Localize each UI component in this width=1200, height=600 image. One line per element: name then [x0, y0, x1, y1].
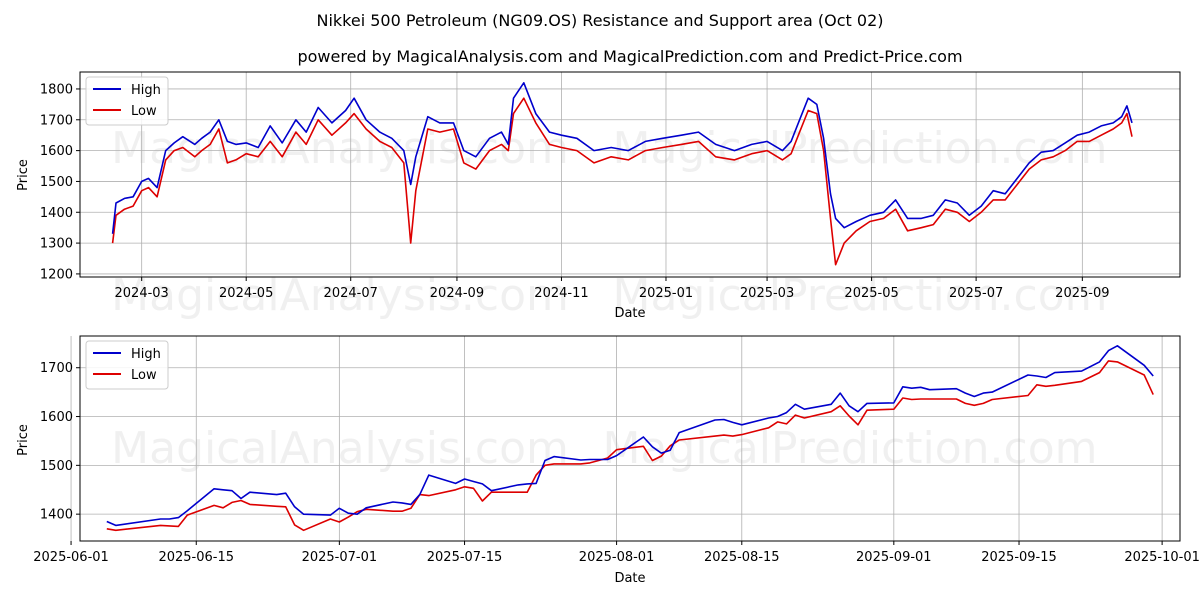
high-series-line	[111, 82, 1133, 234]
x-tick-label: 2025-07-01	[302, 550, 378, 565]
x-tick-label: 2024-05	[219, 286, 273, 301]
tick-labels-bottom: 1400 1500 1600 1700 2025-06-01 2025-06-15 2025…	[33, 361, 1200, 565]
high-series-line	[106, 344, 1154, 527]
x-tick-label: 2024-07	[324, 286, 378, 301]
x-tick-label: 2024-03	[115, 286, 169, 301]
y-tick-label: 1400	[40, 508, 73, 523]
x-tick-label: 2025-09	[1055, 286, 1109, 301]
x-tick-label: 2025-09-01	[856, 550, 932, 565]
x-tick-label: 2025-03	[740, 286, 794, 301]
x-axis-label-bottom: Date	[614, 571, 645, 586]
x-tick-label: 2024-11	[534, 286, 588, 301]
y-axis-label-bottom: Price	[16, 424, 31, 456]
series-lines-bottom	[106, 344, 1154, 532]
x-tick-label: 2025-08-01	[579, 550, 655, 565]
y-tick-label: 1800	[40, 82, 73, 97]
legend-low-label-bottom: Low	[131, 368, 157, 383]
watermark-text-6: MagicalPrediction.com	[603, 423, 1098, 474]
chart-subtitle: powered by MagicalAnalysis.com and Magic…	[297, 47, 962, 66]
x-tick-label: 2025-08-15	[704, 550, 780, 565]
bottom-chart-panel: MagicalAnalysis.com MagicalPrediction.co…	[16, 335, 1200, 586]
y-tick-label: 1500	[40, 175, 73, 190]
y-tick-label: 1500	[40, 459, 73, 474]
x-tick-label: 2024-09	[430, 286, 484, 301]
y-tick-label: 1300	[40, 237, 73, 252]
grid-bottom	[70, 336, 1180, 541]
x-tick-label: 2025-07-15	[427, 550, 503, 565]
top-chart-panel: MagicalAnalysis.com MagicalPrediction.co…	[16, 71, 1181, 321]
x-tick-label: 2025-05	[844, 286, 898, 301]
x-tick-label: 2025-06-01	[33, 550, 109, 565]
x-tick-label: 2025-07	[949, 286, 1003, 301]
grid-top	[80, 72, 1180, 277]
y-tick-label: 1200	[40, 267, 73, 282]
x-tick-label: 2025-09-15	[981, 550, 1057, 565]
watermark-text-3: MagicalAnalysis.com	[111, 270, 569, 321]
axes-frame-top	[79, 71, 1181, 278]
low-series-line	[106, 360, 1154, 532]
y-tick-label: 1400	[40, 206, 73, 221]
x-tick-label: 2025-06-15	[158, 550, 234, 565]
legend-bottom: High Low	[85, 340, 169, 390]
legend-low-label: Low	[131, 104, 157, 119]
axes-frame-bottom	[79, 335, 1181, 542]
watermark-bottom: MagicalAnalysis.com MagicalPrediction.co…	[111, 423, 1097, 474]
watermark-text-5: MagicalAnalysis.com	[111, 423, 569, 474]
y-tick-label: 1600	[40, 410, 73, 425]
y-axis-label-top: Price	[16, 159, 31, 191]
y-tick-label: 1700	[40, 113, 73, 128]
watermark-text-2: MagicalPrediction.com	[613, 123, 1108, 174]
series-lines-top	[111, 82, 1133, 266]
legend-top: High Low	[85, 76, 169, 126]
legend-high-label-bottom: High	[131, 347, 161, 362]
x-tick-label: 2025-01	[639, 286, 693, 301]
chart-title: Nikkei 500 Petroleum (NG09.OS) Resistanc…	[316, 11, 883, 30]
y-tick-label: 1700	[40, 361, 73, 376]
legend-high-label: High	[131, 83, 161, 98]
x-tick-label: 2025-10-01	[1124, 550, 1200, 565]
low-series-line	[111, 97, 1133, 266]
watermark-text-4: MagicalPrediction.com	[613, 270, 1108, 321]
watermark-top: MagicalAnalysis.com MagicalPrediction.co…	[111, 123, 1107, 321]
tick-labels-top: 1200 1300 1400 1500 1600 1700 1800 2024-03 2024-…	[40, 82, 1110, 301]
x-axis-label-top: Date	[614, 306, 645, 321]
y-tick-label: 1600	[40, 144, 73, 159]
